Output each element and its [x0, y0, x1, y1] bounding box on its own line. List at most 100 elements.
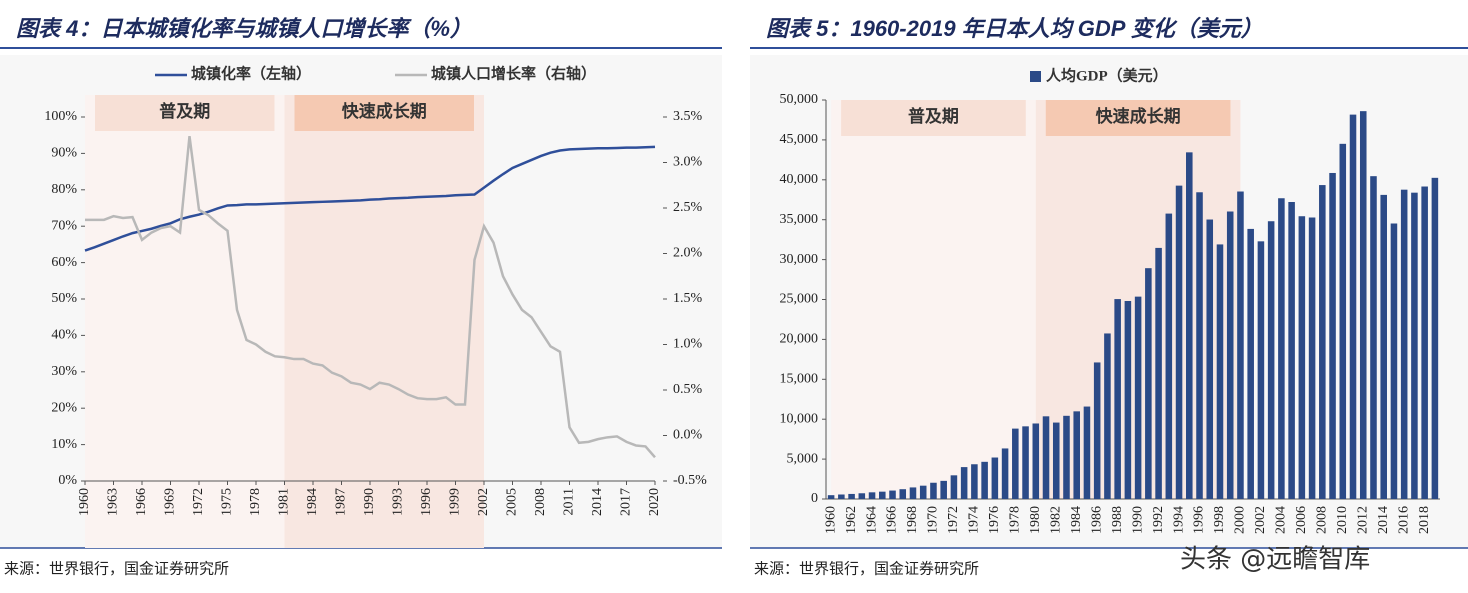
x-tick-label: 1999 — [448, 488, 463, 516]
y-tick-label: 80% — [51, 182, 77, 197]
y-tick-label: 45,000 — [780, 132, 819, 147]
bar — [1165, 213, 1173, 499]
bar — [930, 482, 937, 499]
period-label: 普及期 — [159, 101, 210, 121]
bar — [1216, 244, 1224, 499]
x-tick-label: 1963 — [106, 488, 121, 516]
bar — [1267, 221, 1275, 499]
period-label: 普及期 — [908, 106, 959, 126]
bar — [1349, 114, 1357, 500]
x-tick-label: 1966 — [885, 506, 900, 534]
x-tick-label: 1974 — [967, 506, 982, 534]
x-tick-label: 1970 — [926, 506, 941, 534]
x-tick-label: 1987 — [334, 488, 349, 516]
x-tick-label: 2012 — [1355, 506, 1370, 534]
x-tick-label: 2006 — [1294, 506, 1309, 534]
x-tick-label: 2016 — [1396, 506, 1411, 534]
bar — [1134, 296, 1142, 499]
x-tick-label: 1962 — [844, 506, 859, 534]
x-tick-label: 2014 — [590, 488, 605, 516]
bar — [1063, 415, 1070, 499]
source: 来源：世界银行，国金证券研究所 — [754, 560, 979, 577]
x-tick-label: 2017 — [619, 488, 634, 516]
y-tick-label: 100% — [44, 109, 77, 124]
x-tick-label: 2002 — [1253, 506, 1268, 534]
bar — [899, 489, 907, 499]
x-tick-label: 2010 — [1335, 506, 1350, 534]
bar — [848, 493, 855, 499]
bar — [1145, 268, 1152, 499]
period-band — [831, 100, 1036, 499]
x-tick-label: 2008 — [533, 488, 548, 516]
y-tick-label: 5,000 — [787, 451, 819, 466]
bar — [1237, 191, 1244, 499]
bar — [879, 491, 886, 499]
x-tick-label: 2011 — [562, 488, 577, 515]
bar — [1308, 217, 1316, 499]
chart-title: 图表 4：日本城镇化率与城镇人口增长率（%） — [16, 16, 472, 41]
bar — [909, 487, 917, 499]
x-tick-label: 1981 — [277, 488, 292, 516]
x-tick-label: 2004 — [1274, 506, 1289, 534]
y-tick-label: 60% — [51, 255, 77, 270]
bar — [1093, 362, 1101, 499]
bar — [960, 467, 968, 499]
bar — [1298, 216, 1306, 499]
x-tick-label: 1980 — [1028, 506, 1043, 534]
bar — [1206, 219, 1214, 499]
y-tick-label: 35,000 — [780, 212, 819, 227]
bar — [1400, 189, 1408, 499]
bar — [838, 494, 845, 499]
bar — [1196, 192, 1203, 499]
y-tick-label: 30% — [51, 364, 77, 379]
y-tick-label: 15,000 — [780, 372, 819, 387]
bar — [1380, 194, 1387, 499]
bar — [1319, 185, 1326, 500]
period-band — [85, 95, 285, 548]
bar — [991, 457, 999, 499]
bar — [1114, 299, 1121, 499]
bar — [827, 495, 835, 499]
bar — [1052, 422, 1060, 499]
bar — [1073, 411, 1080, 499]
x-tick-label: 1992 — [1151, 506, 1166, 534]
x-tick-label: 1960 — [77, 488, 92, 516]
bar — [1288, 202, 1295, 499]
y-tick-label: 50,000 — [780, 92, 819, 107]
y2-tick-label: 0.5% — [673, 382, 703, 397]
y-tick-label: 0 — [811, 491, 818, 506]
bar — [1104, 333, 1111, 499]
y-tick-label: 70% — [51, 218, 77, 233]
x-tick-label: 2018 — [1417, 506, 1432, 534]
bar — [1001, 448, 1009, 499]
x-tick-label: 1960 — [823, 506, 838, 534]
bar — [1370, 176, 1377, 500]
y2-tick-label: 3.5% — [673, 109, 703, 124]
x-tick-label: 1986 — [1089, 506, 1104, 534]
bar — [1022, 426, 1029, 499]
bar — [1042, 416, 1050, 499]
bar — [1278, 198, 1285, 500]
x-tick-label: 1966 — [134, 488, 149, 516]
period-label-box — [95, 95, 275, 131]
x-tick-label: 1975 — [220, 488, 235, 516]
bar — [1411, 192, 1418, 499]
x-tick-label: 1972 — [191, 488, 206, 516]
bar — [1083, 406, 1091, 499]
y-tick-label: 40% — [51, 328, 77, 343]
x-tick-label: 1976 — [987, 506, 1002, 534]
x-tick-label: 1978 — [248, 488, 263, 516]
period-label-box — [294, 95, 474, 131]
x-tick-label: 1990 — [362, 488, 377, 516]
y2-tick-label: -0.5% — [673, 473, 707, 488]
legend-label: 城镇化率（左轴） — [191, 64, 311, 82]
source: 来源：世界银行，国金证券研究所 — [4, 560, 229, 577]
bar — [868, 492, 876, 499]
bar — [1359, 111, 1367, 499]
x-tick-label: 1984 — [305, 488, 320, 516]
bar — [1329, 172, 1336, 499]
x-tick-label: 2002 — [476, 488, 491, 516]
y-tick-label: 30,000 — [780, 252, 819, 267]
x-tick-label: 1988 — [1110, 506, 1125, 534]
